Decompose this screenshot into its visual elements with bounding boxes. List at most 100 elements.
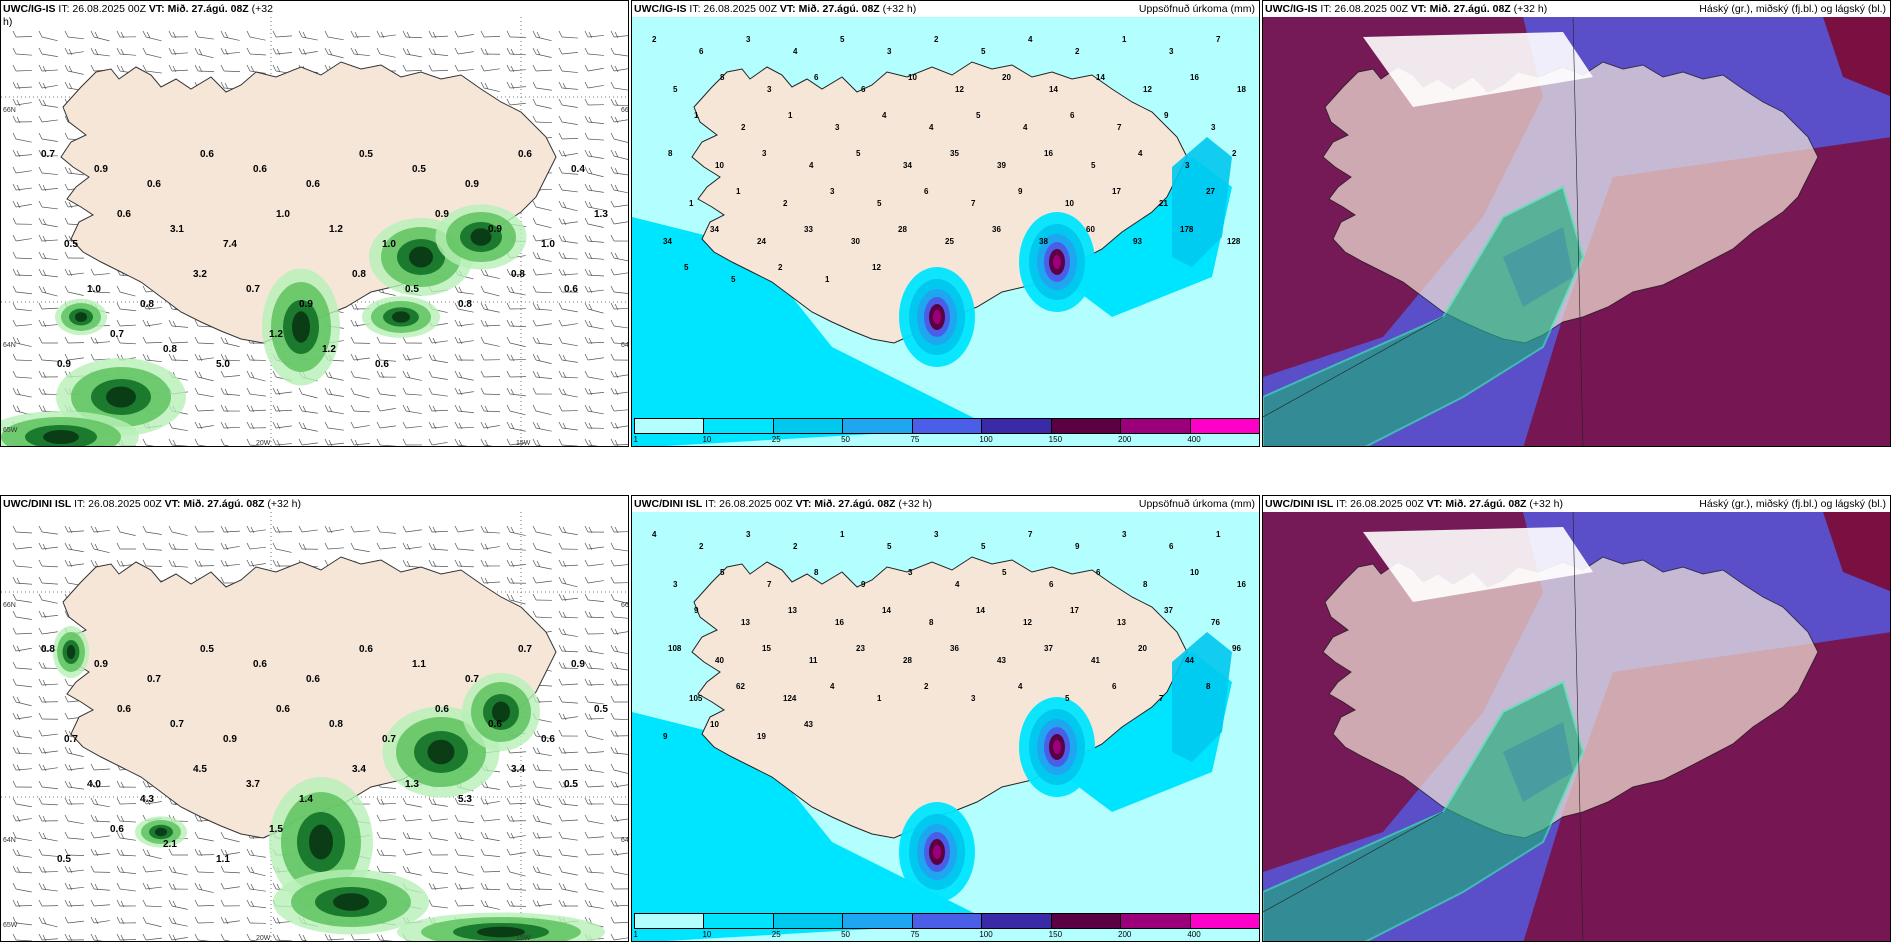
wind-value-label: 3.7 [246,779,260,790]
precip-value-label: 34 [903,161,912,170]
lead-time: (+32 h) [1513,3,1548,15]
wind-value-label: 3.4 [352,764,366,775]
precip-value-label: 7 [1028,530,1033,539]
wind-value-label: 0.6 [435,704,449,715]
precip-map: 2634532542137583661012201414121618121344… [632,17,1259,446]
precip-value-label: 6 [699,47,704,56]
wind-value-label: 5.3 [458,794,472,805]
precip-value-label: 7 [1159,694,1164,703]
precip-value-label: 6 [1169,542,1174,551]
precip-value-label: 25 [945,237,954,246]
precip-value-label: 12 [955,85,964,94]
panel-header: UWC/DINI ISL IT: 26.08.2025 00Z VT: Mið.… [1265,498,1563,511]
precip-value-label: 41 [1091,656,1100,665]
wind-value-label: 0.5 [405,284,419,295]
model-name: UWC/IG-IS [3,3,56,15]
colorbar-swatch [704,914,774,928]
colorbar-labels: 1 10 25 50 75 100 150 200 400 [634,435,1258,445]
precip-value-label: 9 [861,580,866,589]
precip-value-label: 6 [814,73,819,82]
precip-value-label: 105 [689,694,703,703]
cloud-high-layer [1263,680,1585,941]
colorbar-tick-label: 200 [1117,435,1132,444]
precip-value-label: 4 [1018,682,1023,691]
wind-value-label: 0.8 [511,269,525,280]
wind-value-label: 0.5 [200,644,214,655]
wind-value-label: 3.4 [511,764,525,775]
precip-maximum [1019,697,1095,797]
precip-value-label: 7 [1117,123,1122,132]
precip-value-label: 27 [1206,187,1215,196]
wind-value-label: 1.2 [269,329,283,340]
precip-value-label: 9 [1164,111,1169,120]
axis-label: 66N [3,107,16,114]
wind-value-label: 3.1 [170,224,184,235]
wind-value-label: 0.9 [488,224,502,235]
valid-time: Mið. 27.ágú. 08Z [798,3,880,15]
precip-value-label: 1 [694,111,699,120]
precip-value-label: 10 [715,161,724,170]
precip-value-label: 8 [668,149,673,158]
precip-value-label: 5 [684,263,689,272]
precip-value-label: 1 [736,187,741,196]
clear-area [1363,527,1593,602]
wind-value-label: 1.0 [541,239,555,250]
gust-area [362,296,440,338]
axis-label: 65W [3,427,18,434]
wind-value-label: 1.0 [382,239,396,250]
panel-title: Háský (gr.), miðský (fj.bl.) og lágský (… [1699,498,1886,510]
lead-time: (+32 h) [898,498,932,510]
wind-value-label: 0.6 [518,149,532,160]
precip-value-label: 6 [1096,568,1101,577]
wind-value-label: 0.9 [223,734,237,745]
precip-value-label: 3 [1169,47,1174,56]
grid-line [1263,316,1444,418]
precip-value-label: 8 [1143,580,1148,589]
precip-value-label: 19 [757,732,766,741]
colorbar-tick-label: 400 [1187,930,1201,939]
precip-value-label: 8 [929,618,934,627]
wind-value-label: 0.6 [359,644,373,655]
precip-value-label: 10 [1065,199,1074,208]
precip-value-label: 3 [887,47,892,56]
wind-value-label: 0.8 [163,344,177,355]
valid-time: Mið. 27.ágú. 08Z [183,498,265,510]
init-time: IT: 26.08.2025 00Z [74,498,162,510]
precip-value-label: 128 [1227,237,1241,246]
wind-value-label: 1.3 [594,209,608,220]
precip-value-label: 43 [997,656,1006,665]
model-name: UWC/DINI ISL [3,498,72,510]
precip-value-label: 12 [872,263,881,272]
precip-value-label: 3 [1122,530,1127,539]
wind-value-label: 0.6 [117,704,131,715]
lead-time-cont: h) [3,16,13,28]
precip-value-label: 62 [736,682,745,691]
clear-area [1363,32,1593,107]
precip-value-label: 3 [762,149,767,158]
panel-precip-dini: UWC/DINI ISL IT: 26.08.2025 00Z VT: Mið.… [631,495,1260,942]
colorbar-tick-label: 75 [910,930,920,939]
colorbar [634,913,1259,929]
init-time: IT: 26.08.2025 00Z [1320,3,1408,15]
precip-value-label: 124 [783,694,797,703]
wind-value-label: 0.9 [299,299,313,310]
wind-value-label: 0.5 [594,704,608,715]
precip-value-label: 10 [1190,568,1199,577]
precip-value-label: 5 [981,542,986,551]
valid-label: VT: [779,3,796,15]
gust-area [55,298,107,336]
precip-value-label: 3 [934,530,939,539]
wind-value-label: 4.0 [87,779,101,790]
precip-value-label: 5 [1002,568,1007,577]
valid-time: Mið. 27.ágú. 08Z [814,498,896,510]
precip-value-label: 4 [929,123,934,132]
colorbar-swatch [1051,914,1122,928]
axis-label: 64N [3,342,16,349]
precip-value-label: 8 [1206,682,1211,691]
panel-wind-igis: UWC/IG-IS IT: 26.08.2025 00Z VT: Mið. 27… [0,0,629,447]
precip-value-label: 1 [1216,530,1221,539]
wind-value-label: 0.6 [147,179,161,190]
precip-value-label: 9 [694,606,699,615]
panel-title: Háský (gr.), miðský (fj.bl.) og lágský (… [1699,3,1886,15]
colorbar-swatch [1121,419,1191,433]
